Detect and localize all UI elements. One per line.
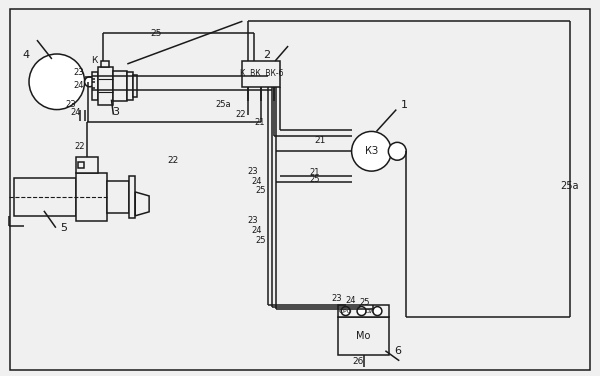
Text: 6: 6 [394, 346, 401, 356]
Text: 5: 5 [60, 223, 67, 233]
Circle shape [341, 306, 350, 315]
Circle shape [29, 54, 85, 109]
Bar [129, 176, 135, 218]
Text: 3: 3 [112, 106, 119, 117]
Text: 23: 23 [248, 216, 259, 225]
Circle shape [357, 306, 366, 315]
Text: Мо: Мо [356, 331, 371, 341]
Text: 25: 25 [310, 174, 320, 183]
Text: КЗ: КЗ [365, 146, 378, 156]
Text: 25a: 25a [560, 181, 578, 191]
Text: ОРО: ОРО [339, 309, 352, 314]
Text: 25: 25 [256, 236, 266, 245]
Text: 21: 21 [310, 168, 320, 177]
Text: 22: 22 [167, 156, 179, 165]
Circle shape [373, 306, 382, 315]
Text: 23: 23 [248, 167, 259, 176]
Circle shape [352, 132, 391, 171]
Bar [338, 317, 389, 355]
Bar [133, 75, 137, 97]
Text: 23: 23 [73, 68, 83, 77]
Text: 24: 24 [345, 296, 356, 305]
Bar [76, 157, 98, 173]
Text: 25a: 25a [215, 100, 230, 109]
Text: 23: 23 [331, 294, 341, 303]
Bar [92, 72, 98, 100]
Bar [113, 71, 127, 101]
Text: 2: 2 [263, 50, 270, 60]
Text: 4: 4 [22, 50, 29, 60]
Text: 22: 22 [235, 110, 245, 119]
Polygon shape [135, 192, 149, 216]
Bar [98, 67, 113, 105]
Text: 1: 1 [401, 100, 408, 110]
Text: К: К [91, 56, 98, 65]
Text: 26: 26 [352, 357, 363, 366]
Bar [338, 305, 389, 317]
Text: 24: 24 [70, 108, 80, 117]
Text: 24: 24 [252, 226, 262, 235]
Bar [101, 61, 109, 67]
Text: 23: 23 [65, 100, 76, 109]
Bar [127, 72, 133, 100]
Circle shape [85, 77, 95, 87]
Text: 24: 24 [73, 81, 83, 90]
Text: 25: 25 [151, 29, 162, 38]
Bar [14, 178, 76, 216]
Bar [242, 61, 280, 87]
Circle shape [388, 143, 406, 160]
Text: 21: 21 [314, 136, 326, 145]
Text: ОЙ: ОЙ [365, 309, 374, 314]
Bar [107, 181, 129, 213]
Text: К  ВК  ВК-б: К ВК ВК-б [239, 69, 283, 78]
Text: 24: 24 [252, 177, 262, 185]
Bar [77, 162, 83, 168]
Bar [76, 173, 107, 221]
Text: 25: 25 [256, 186, 266, 196]
Text: 22: 22 [74, 142, 85, 151]
Text: 25: 25 [359, 298, 370, 307]
Text: 21: 21 [255, 118, 265, 127]
